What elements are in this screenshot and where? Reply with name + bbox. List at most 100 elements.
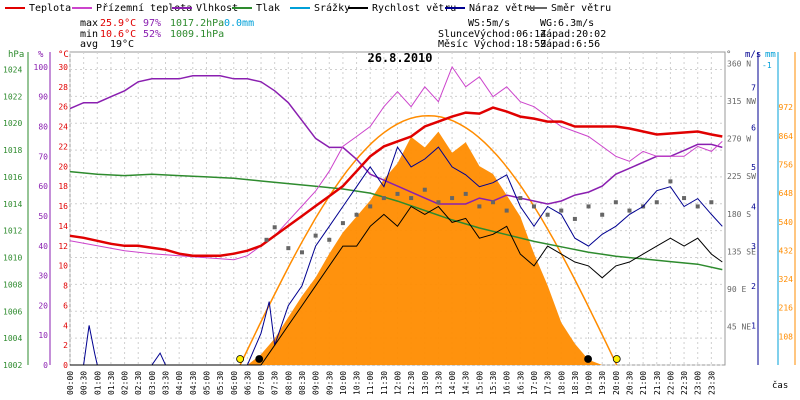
x-tick-label: 01:30 — [107, 371, 116, 395]
pressure-tick-label: 1004 — [3, 334, 22, 343]
x-tick-label: 19:00 — [585, 371, 594, 395]
sunset-marker — [612, 355, 621, 363]
sun-rise: Východ:06:14 — [474, 28, 546, 40]
temperature-tick-label: 30 — [58, 63, 68, 72]
solar-tick-label: 216 — [779, 304, 794, 313]
temperature-tick-label: 22 — [58, 142, 68, 151]
wind-direction-point — [709, 200, 714, 205]
pressure-tick-label: 1010 — [3, 254, 22, 263]
x-tick-label: 21:30 — [653, 371, 662, 395]
x-tick-label: 00:30 — [80, 371, 89, 395]
pressure-tick-label: 1008 — [3, 280, 22, 289]
x-tick-label: 11:00 — [366, 371, 375, 395]
direction-tick-label: 315 NW — [727, 97, 756, 106]
moon-rise: Východ:18:59 — [474, 38, 546, 50]
legend-label: Směr větru — [551, 2, 611, 14]
wind-direction-point — [600, 212, 605, 217]
wind-direction-point — [545, 212, 550, 217]
solar-tick-label: 540 — [779, 218, 794, 227]
wind-direction-point — [477, 204, 482, 209]
x-tick-label: 01:00 — [93, 371, 102, 395]
wind-direction-point — [272, 225, 277, 230]
humidity-tick-label: 20 — [38, 301, 48, 310]
x-tick-label: 16:00 — [503, 371, 512, 395]
series-pressure — [69, 170, 723, 271]
x-tick-label: 20:00 — [612, 371, 621, 395]
x-tick-label: 10:00 — [339, 371, 348, 395]
legend-label: Rychlost větru — [372, 2, 456, 14]
x-tick-label: 15:30 — [489, 371, 498, 395]
wind-tick-label: 7 — [751, 84, 756, 93]
solar-tick-label: 432 — [779, 246, 794, 255]
legend: Teplota Přízemní teplota Vlhkost Tlak Srážky… — [5, 2, 611, 14]
humidity-tick-label: 30 — [38, 272, 48, 281]
direction-unit: ° — [726, 50, 731, 60]
wind-wg: WG:6.3m/s — [540, 18, 594, 29]
temperature-tick-label: 24 — [58, 123, 68, 132]
x-tick-label: 14:00 — [448, 371, 457, 395]
plot-area — [69, 65, 723, 366]
x-tick-label: 13:30 — [434, 371, 443, 395]
x-tick-label: 10:30 — [353, 371, 362, 395]
x-tick-label: 13:00 — [421, 371, 430, 395]
wind-direction-point — [409, 196, 414, 201]
x-tick-label: 18:30 — [571, 371, 580, 395]
wind-direction-point — [695, 204, 700, 209]
wind-direction-point — [518, 196, 523, 201]
x-tick-label: 21:00 — [639, 371, 648, 395]
solar-tick-label: 324 — [779, 275, 794, 284]
stats-max-hum: 97% — [143, 18, 161, 29]
solar-tick-label: 756 — [779, 160, 794, 169]
series-wind-gust — [70, 145, 723, 366]
series-wind-speed — [70, 205, 723, 366]
direction-tick-label: 360 N — [727, 60, 751, 69]
humidity-tick-label: 70 — [38, 152, 48, 161]
direction-tick-label: 180 S — [727, 210, 751, 219]
x-tick-label: 00:00 — [66, 371, 75, 395]
pressure-tick-label: 1012 — [3, 227, 22, 236]
legend-label: Vlhkost — [196, 3, 238, 14]
x-tick-label: 19:30 — [598, 371, 607, 395]
humidity-tick-label: 80 — [38, 123, 48, 132]
wind-direction-point — [264, 237, 269, 242]
stats-precip: 0.0mm — [224, 18, 254, 29]
x-tick-label: 22:30 — [680, 371, 689, 395]
legend-label: Tlak — [256, 3, 280, 14]
pressure-unit: hPa — [8, 50, 24, 60]
moonset-marker — [255, 355, 264, 363]
wind-direction-point — [286, 246, 291, 251]
wind-tick-label: 5 — [751, 163, 756, 172]
wind-direction-point — [491, 200, 496, 205]
direction-tick-label: 225 SW — [727, 172, 756, 181]
humidity-tick-label: 0 — [43, 361, 48, 370]
humidity-tick-label: 10 — [38, 331, 48, 340]
stats-avg-temp: 19°C — [110, 39, 134, 50]
stats-avg-label: avg — [80, 39, 98, 50]
solar-tick-label: 108 — [779, 332, 794, 341]
wind-direction-point — [450, 196, 455, 201]
wind-direction-point — [436, 200, 441, 205]
x-tick-label: 07:00 — [257, 371, 266, 395]
x-tick-label: 09:00 — [312, 371, 321, 395]
temperature-tick-label: 8 — [63, 282, 68, 291]
pressure-tick-label: 1022 — [3, 92, 22, 101]
humidity-tick-label: 50 — [38, 212, 48, 221]
chart-date: 26.8.2010 — [367, 51, 432, 65]
stats-min-temp: 10.6°C — [100, 29, 136, 40]
wind-tick-label: 6 — [751, 123, 756, 132]
wind-direction-point — [368, 204, 373, 209]
solar-tick-label: 648 — [779, 189, 794, 198]
solar-tick-label: 864 — [779, 132, 794, 141]
time-axis-label: čas — [772, 380, 788, 391]
stats-block: max 25.9°C 97% 1017.2hPa 0.0mm min 10.6°… — [80, 18, 254, 50]
pressure-tick-label: 1006 — [3, 307, 22, 316]
sun-label: Slunce — [438, 29, 474, 40]
stats-min-press: 1009.1hPa — [170, 29, 224, 40]
pressure-tick-label: 1014 — [3, 200, 22, 209]
sun-set: Západ:20:02 — [540, 28, 606, 40]
wind-direction-point — [586, 204, 591, 209]
x-tick-label: 15:00 — [475, 371, 484, 395]
temperature-tick-label: 0 — [63, 361, 68, 370]
wind-direction-point — [463, 191, 468, 196]
